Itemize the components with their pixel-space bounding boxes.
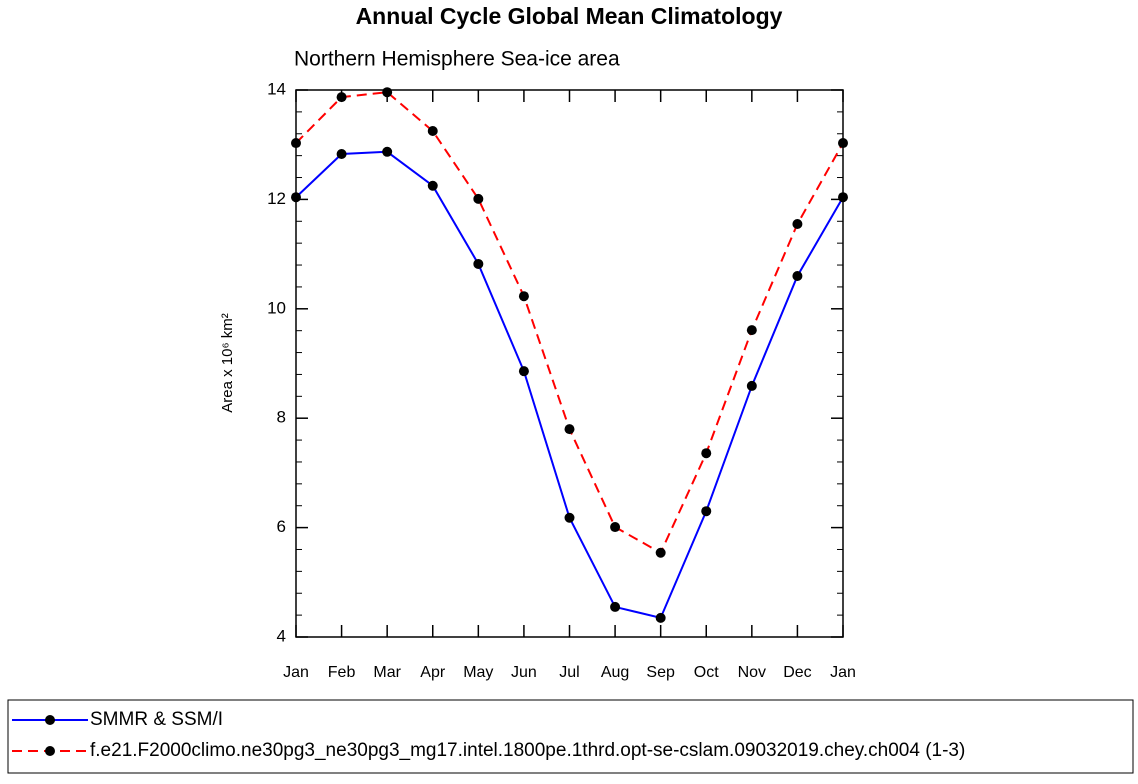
data-point bbox=[473, 258, 484, 269]
data-point bbox=[291, 192, 301, 203]
data-point bbox=[382, 146, 393, 157]
data-point bbox=[838, 138, 848, 149]
data-point bbox=[518, 366, 529, 377]
data-point bbox=[610, 601, 621, 612]
data-point bbox=[746, 325, 757, 336]
x-tick-label: Jan bbox=[283, 664, 309, 681]
x-tick-label: Nov bbox=[738, 664, 766, 681]
x-tick-label: Dec bbox=[783, 664, 811, 681]
data-point bbox=[610, 522, 621, 533]
data-point bbox=[838, 192, 848, 203]
chart-subtitle: Northern Hemisphere Sea-ice area bbox=[294, 48, 620, 71]
y-tick-label: 12 bbox=[267, 189, 286, 208]
data-point bbox=[518, 291, 529, 302]
series-line bbox=[295, 91, 844, 555]
data-point bbox=[336, 92, 347, 103]
series-line bbox=[295, 150, 844, 620]
y-tick-label: 8 bbox=[277, 408, 286, 427]
data-point bbox=[746, 380, 757, 391]
data-point bbox=[701, 506, 712, 517]
data-point bbox=[655, 547, 666, 558]
legend-marker bbox=[45, 746, 55, 756]
x-tick-label: Oct bbox=[694, 664, 719, 681]
x-tick-label: Jun bbox=[511, 664, 537, 681]
x-tick-label: Jan bbox=[830, 664, 856, 681]
legend-label: SMMR & SSM/I bbox=[90, 709, 223, 730]
y-tick-label: 6 bbox=[277, 517, 286, 536]
y-tick-label: 4 bbox=[277, 626, 286, 645]
x-tick-label: Mar bbox=[373, 664, 401, 681]
data-point bbox=[792, 219, 803, 230]
x-tick-label: Feb bbox=[328, 664, 356, 681]
data-point bbox=[427, 180, 438, 191]
data-point bbox=[427, 126, 438, 137]
data-point bbox=[564, 424, 575, 435]
x-tick-label: Sep bbox=[646, 664, 675, 681]
legend-box bbox=[7, 699, 1134, 774]
data-point bbox=[291, 138, 301, 149]
data-point bbox=[564, 512, 575, 523]
data-point bbox=[336, 148, 347, 159]
y-tick-label: 10 bbox=[267, 298, 286, 317]
data-point bbox=[701, 448, 712, 459]
x-tick-label: Jul bbox=[559, 664, 579, 681]
data-point bbox=[655, 612, 666, 623]
chart-title: Annual Cycle Global Mean Climatology bbox=[356, 3, 783, 29]
data-point bbox=[792, 270, 803, 281]
x-tick-label: Apr bbox=[420, 664, 446, 681]
data-point bbox=[473, 193, 484, 204]
x-tick-label: May bbox=[463, 664, 493, 681]
y-axis-label: Area x 10⁶ km² bbox=[219, 313, 236, 413]
legend-label: f.e21.F2000climo.ne30pg3_ne30pg3_mg17.in… bbox=[90, 740, 965, 761]
y-tick-label: 14 bbox=[267, 79, 286, 98]
data-point bbox=[382, 87, 393, 98]
x-tick-label: Aug bbox=[601, 664, 629, 681]
legend-marker bbox=[45, 715, 55, 725]
